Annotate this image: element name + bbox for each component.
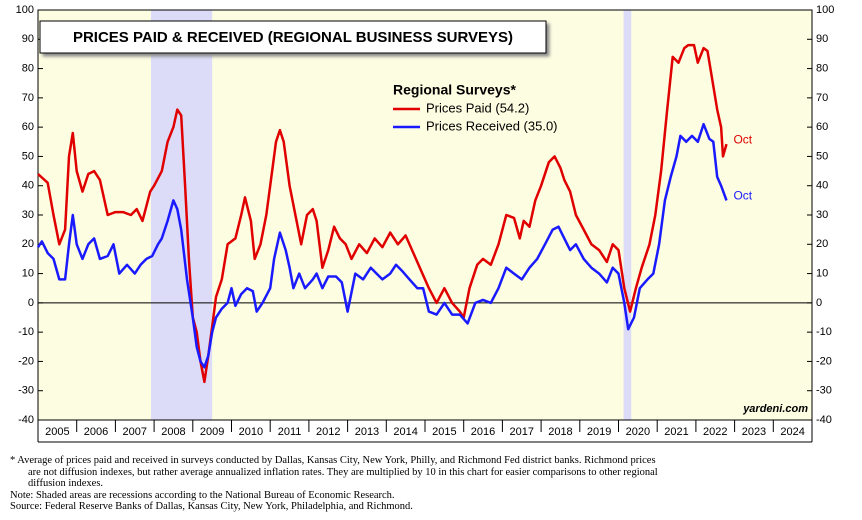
title-box: [39, 20, 547, 54]
y-tick-label-left: 100: [16, 4, 34, 16]
y-tick-label-left: -30: [18, 385, 34, 397]
x-tick-label: 2016: [471, 426, 495, 438]
x-tick-label: 2015: [432, 426, 456, 438]
end-label: Oct: [733, 189, 752, 203]
y-tick-label-right: 80: [816, 62, 828, 74]
y-tick-label-left: 0: [28, 297, 34, 309]
footnotes: * Average of prices paid and received in…: [10, 455, 850, 513]
y-tick-label-left: 70: [22, 92, 34, 104]
y-tick-label-right: 60: [816, 121, 828, 133]
y-tick-label-left: -10: [18, 326, 34, 338]
y-tick-label-right: 40: [816, 180, 828, 192]
x-tick-label: 2018: [548, 426, 572, 438]
x-tick-label: 2024: [780, 426, 804, 438]
y-tick-label-right: 50: [816, 150, 828, 162]
end-label: Oct: [733, 132, 752, 146]
y-tick-label-left: 60: [22, 121, 34, 133]
y-tick-label-right: -10: [816, 326, 832, 338]
x-tick-label: 2005: [45, 426, 69, 438]
x-tick-label: 2006: [84, 426, 108, 438]
y-tick-label-left: 30: [22, 209, 34, 221]
y-tick-label-right: 30: [816, 209, 828, 221]
y-tick-label-right: 10: [816, 267, 828, 279]
footnote-line: Source: Federal Reserve Banks of Dallas,…: [10, 501, 413, 512]
x-tick-label: 2007: [123, 426, 147, 438]
x-tick-label: 2008: [161, 426, 185, 438]
x-tick-label: 2009: [200, 426, 224, 438]
y-tick-label-left: 40: [22, 180, 34, 192]
x-tick-label: 2013: [355, 426, 379, 438]
y-tick-label-left: 90: [22, 33, 34, 45]
plot-frame: [37, 9, 813, 421]
y-tick-label-left: 50: [22, 150, 34, 162]
y-tick-label-right: -40: [816, 414, 832, 426]
x-tick-label: 2017: [510, 426, 534, 438]
x-tick-label: 2022: [703, 426, 727, 438]
x-tick-label: 2012: [316, 426, 340, 438]
x-tick-label: 2020: [626, 426, 650, 438]
y-tick-label-right: 20: [816, 238, 828, 250]
footnote-line: Note: Shaded areas are recessions accord…: [10, 489, 395, 501]
recession-band: [151, 10, 213, 420]
series-line: [37, 43, 728, 384]
y-tick-label-right: 100: [816, 4, 834, 16]
y-tick-label-left: -40: [18, 414, 34, 426]
series-line: [36, 122, 728, 369]
legend-label: Prices Paid (54.2): [426, 100, 529, 115]
y-tick-label-right: 90: [816, 33, 828, 45]
chart-title: PRICES PAID & RECEIVED (REGIONAL BUSINES…: [73, 29, 513, 46]
y-tick-label-right: 0: [816, 297, 822, 309]
y-tick-label-right: -20: [816, 355, 832, 367]
footnote-line: are not diffusion indexes, but rather av…: [28, 466, 658, 478]
x-tick-label: 2014: [393, 426, 417, 438]
y-tick-label-left: 10: [22, 267, 34, 279]
y-tick-label-left: 20: [22, 238, 34, 250]
x-tick-label: 2011: [278, 426, 302, 438]
x-tick-label: 2021: [664, 426, 688, 438]
y-tick-label-right: -30: [816, 385, 832, 397]
y-tick-label-right: 70: [816, 92, 828, 104]
x-tick-label: 2019: [587, 426, 611, 438]
footnote-line: * Average of prices paid and received in…: [10, 455, 656, 466]
recession-band: [623, 10, 632, 420]
x-tick-label: 2010: [239, 426, 263, 438]
x-tick-label: 2023: [742, 426, 766, 438]
footnote-line: diffusion indexes.: [28, 478, 104, 489]
y-tick-label-left: 80: [22, 62, 34, 74]
legend-title: Regional Surveys*: [393, 82, 516, 98]
y-tick-label-left: -20: [18, 355, 34, 367]
legend-label: Prices Received (35.0): [426, 118, 558, 133]
source-label: yardeni.com: [742, 403, 808, 415]
